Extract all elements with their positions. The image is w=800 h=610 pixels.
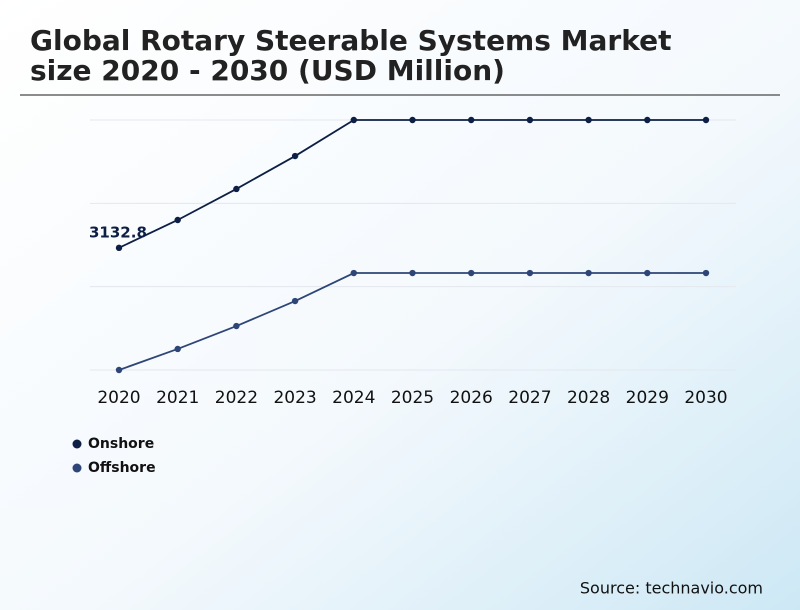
x-tick-label: 2026	[450, 388, 493, 408]
point	[526, 116, 534, 124]
point	[702, 116, 710, 124]
point	[409, 116, 416, 124]
point	[702, 269, 710, 277]
point	[585, 269, 592, 277]
x-tick-label: 2029	[626, 388, 669, 408]
point	[409, 269, 416, 277]
point	[468, 116, 475, 124]
x-tick-label: 2030	[684, 388, 727, 408]
x-tick-label: 2024	[332, 388, 375, 408]
x-tick-label: 2021	[156, 388, 199, 408]
point	[350, 269, 357, 277]
point	[174, 345, 181, 353]
source: Source: technavio.com	[580, 579, 763, 598]
point	[585, 116, 592, 124]
point	[115, 244, 123, 252]
x-tick-label: 2028	[567, 388, 610, 408]
point	[233, 322, 240, 330]
point	[233, 185, 240, 193]
x-tick-label: 2027	[508, 388, 551, 408]
data-label: 3132.8	[89, 223, 147, 241]
legend-marker	[72, 439, 82, 449]
chart-title: size 2020 - 2030 (USD Million)	[30, 54, 505, 87]
point	[291, 297, 299, 305]
point	[644, 116, 651, 124]
point	[174, 216, 181, 224]
x-tick-label: 2020	[97, 388, 140, 408]
point	[644, 269, 651, 277]
x-tick-label: 2023	[273, 388, 316, 408]
legend-label: Onshore	[88, 436, 154, 452]
legend-marker	[72, 463, 82, 473]
point	[115, 366, 123, 374]
point	[526, 269, 534, 277]
x-tick-label: 2025	[391, 388, 434, 408]
x-tick-label: 2022	[215, 388, 258, 408]
legend-label: Offshore	[88, 460, 156, 476]
point	[468, 269, 475, 277]
point	[291, 152, 299, 160]
point	[350, 116, 357, 124]
chart-title: Global Rotary Steerable Systems Market	[30, 24, 671, 57]
